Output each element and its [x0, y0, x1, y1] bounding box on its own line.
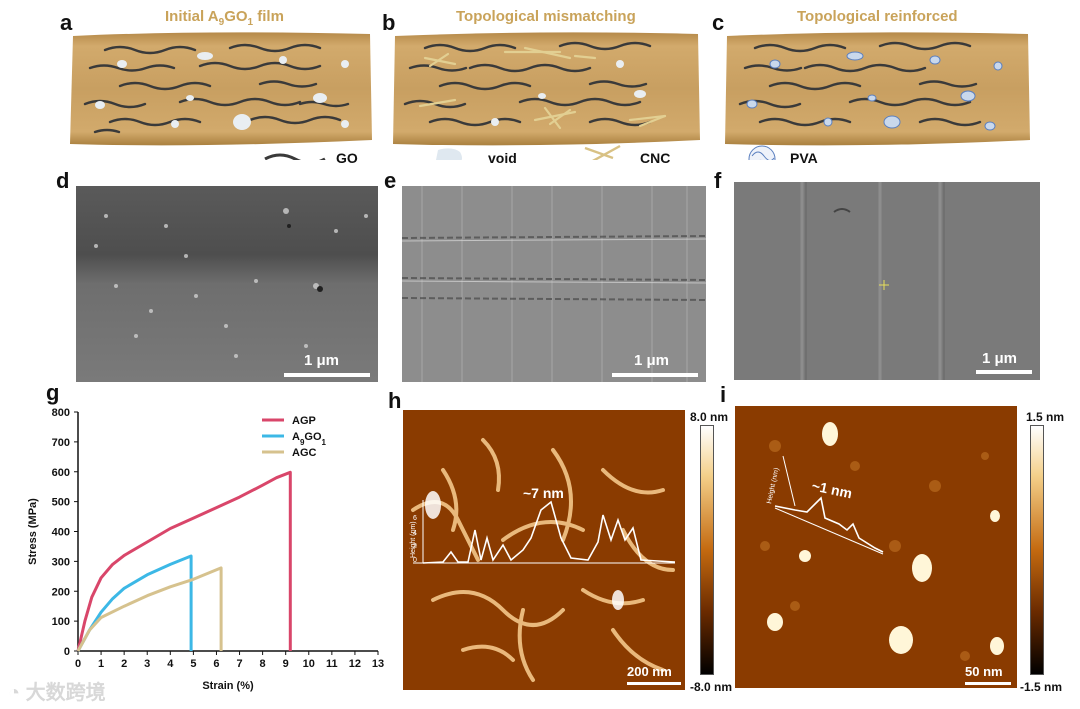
panel-label-i: i: [720, 382, 727, 407]
panel-label-c: c: [712, 10, 725, 35]
afm-image-i: Height (nm) ~1 nm 50 nm: [735, 406, 1017, 688]
pva-legend-icon: [748, 145, 776, 160]
film-b: [393, 32, 700, 146]
y-tick-label: 500: [52, 497, 70, 509]
y-tick-label: 0: [64, 646, 70, 658]
scale-label-d: 1 μm: [304, 352, 340, 369]
x-axis-label: Strain (%): [202, 680, 254, 692]
panel-label-e: e: [384, 168, 397, 193]
cnc-legend-icon: [584, 144, 621, 160]
colorbar-i-min: -1.5 nm: [1020, 680, 1063, 694]
colorbar-h-max: 8.0 nm: [690, 410, 729, 424]
legend-entry-1: A9GO1: [292, 431, 327, 447]
film-c: [725, 32, 1030, 146]
cnc-b: [418, 46, 667, 130]
x-tick-label: 11: [326, 658, 338, 670]
colorbar-h: [700, 425, 714, 675]
x-tick-label: 6: [213, 658, 219, 670]
x-tick-label: 10: [303, 658, 315, 670]
y-tick-label: 700: [52, 437, 70, 449]
x-tick-label: 3: [144, 658, 150, 670]
legend-void: void: [488, 150, 517, 166]
y-tick-label: 400: [52, 527, 70, 539]
watermark: ◔ 大数跨境: [8, 676, 106, 705]
legend-entry-2: AGC: [292, 447, 317, 459]
sem-image-e: 1 μm: [402, 186, 706, 382]
x-tick-label: 9: [283, 658, 289, 670]
panel-label-d: d: [56, 168, 70, 193]
y-tick-label: 300: [52, 556, 70, 568]
y-tick-label: 800: [52, 407, 70, 419]
film-a: [70, 32, 372, 146]
series-line-0: [76, 470, 292, 652]
panel-label-f: f: [714, 168, 722, 193]
x-tick-label: 7: [236, 658, 242, 670]
afm-annotation-h: ~7 nm: [523, 485, 564, 501]
scale-label-e: 1 μm: [634, 352, 670, 369]
svg-text:0: 0: [413, 557, 417, 564]
series-line-2: [76, 566, 223, 652]
y-axis-label: Stress (MPa): [27, 498, 39, 565]
schematic-films: [70, 32, 1030, 160]
y-tick-label: 600: [52, 467, 70, 479]
scale-label-i: 50 nm: [965, 664, 1003, 679]
x-tick-label: 0: [75, 658, 81, 670]
legend-pva: PVA: [790, 150, 818, 166]
watermark-logo-icon: ◔: [8, 682, 21, 704]
scale-label-h: 200 nm: [627, 664, 672, 679]
x-tick-label: 4: [167, 658, 174, 670]
profile-ylabel-h: Height (nm): [410, 521, 417, 558]
panel-b-title: Topological mismatching: [456, 8, 636, 25]
x-tick-label: 1: [98, 658, 104, 670]
colorbar-h-min: -8.0 nm: [690, 680, 733, 694]
panel-a-title: Initial A9GO1 film: [165, 8, 284, 28]
panel-c-title: Topological reinforced: [797, 8, 958, 25]
svg-text:4: 4: [413, 530, 417, 537]
panel-label-g: g: [46, 380, 60, 405]
y-tick-label: 100: [52, 616, 70, 628]
y-tick-label: 200: [52, 586, 70, 598]
sem-image-d: 1 μm: [76, 186, 378, 382]
scale-label-f: 1 μm: [982, 350, 1018, 367]
scale-bar-f: [976, 370, 1032, 374]
panel-label-b: b: [382, 10, 396, 35]
legend-entry-0: AGP: [292, 415, 316, 427]
legend-cnc: CNC: [640, 150, 671, 166]
x-tick-label: 8: [260, 658, 266, 670]
panel-label-a: a: [60, 10, 73, 35]
go-sheets-a: [83, 43, 350, 134]
scale-bar-h: [627, 682, 681, 685]
x-tick-label: 13: [372, 658, 384, 670]
panel-label-h: h: [388, 388, 402, 413]
x-tick-label: 5: [190, 658, 196, 670]
afm-image-h: 6 4 2 0 Height (nm) ~7 nm 200 nm: [403, 410, 685, 690]
voids-a: [95, 52, 349, 130]
scale-bar-e: [612, 373, 698, 377]
watermark-text: 大数跨境: [25, 682, 106, 704]
scale-bar-d: [284, 373, 370, 377]
legend-go: GO: [336, 150, 358, 166]
pva-c: [746, 51, 1003, 131]
x-tick-label: 12: [349, 658, 361, 670]
x-tick-label: 2: [121, 658, 127, 670]
sem-image-f: 1 μm: [734, 182, 1040, 380]
scale-bar-i: [965, 682, 1011, 685]
series-line-1: [76, 554, 193, 652]
colorbar-i-max: 1.5 nm: [1026, 410, 1065, 424]
go-legend-icon: [264, 153, 326, 160]
svg-text:6: 6: [413, 515, 417, 522]
colorbar-i: [1030, 425, 1044, 675]
svg-text:2: 2: [413, 543, 417, 550]
void-legend-icon: [436, 148, 462, 160]
